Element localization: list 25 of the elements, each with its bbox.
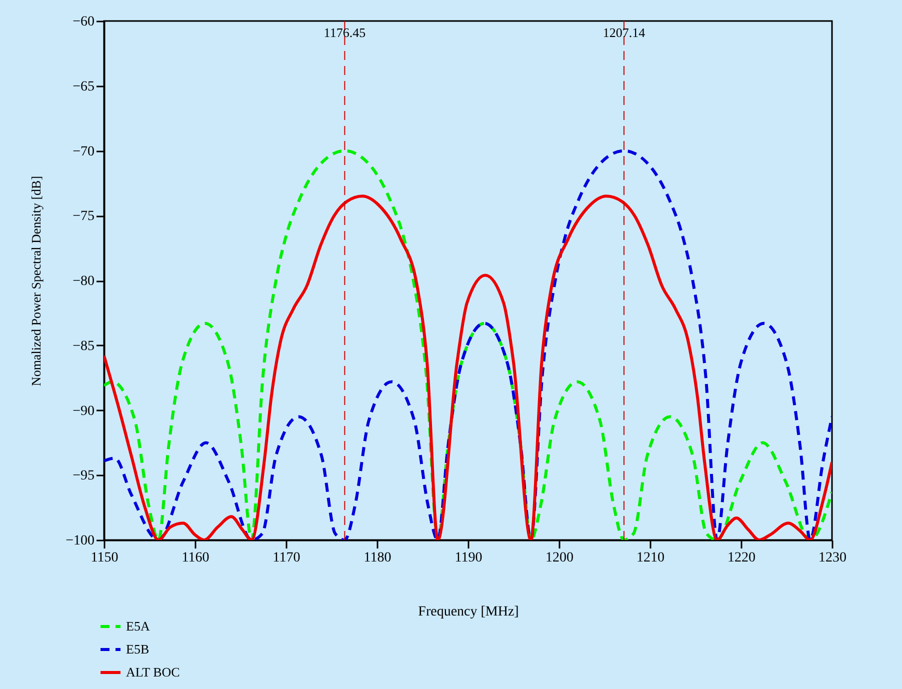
y-tick-label: −95	[72, 468, 94, 484]
x-tick-label: 1200	[546, 550, 574, 566]
x-tick-label: 1220	[728, 550, 756, 566]
x-axis-title: Frequency [MHz]	[418, 604, 519, 620]
y-tick-label: −80	[72, 274, 94, 289]
x-tick-label: 1190	[454, 550, 482, 566]
ref-line-label: 1176.45	[324, 25, 366, 40]
y-tick-label: −65	[72, 79, 94, 94]
ref-line-label: 1207.14	[602, 25, 646, 40]
legend-label: E5A	[126, 618, 150, 634]
y-tick-label: −70	[72, 144, 94, 160]
y-tick-label: −60	[72, 14, 94, 30]
x-tick-label: 1180	[364, 550, 392, 566]
legend-label: E5B	[126, 642, 150, 656]
x-tick-label: 1170	[272, 550, 300, 566]
y-tick-label: −90	[72, 404, 94, 419]
y-tick-label: −75	[72, 209, 94, 224]
x-tick-label: 1210	[636, 550, 664, 566]
x-tick-label: 1160	[182, 550, 210, 566]
y-tick-label: −100	[66, 534, 94, 548]
y-axis-title: Nomalized Power Spectral Density [dB]	[28, 176, 44, 386]
x-tick-label: 1230	[818, 550, 846, 566]
y-tick-label: −85	[72, 338, 94, 354]
legend-label: ALT BOC	[126, 664, 180, 680]
x-tick-label: 1150	[90, 550, 118, 566]
